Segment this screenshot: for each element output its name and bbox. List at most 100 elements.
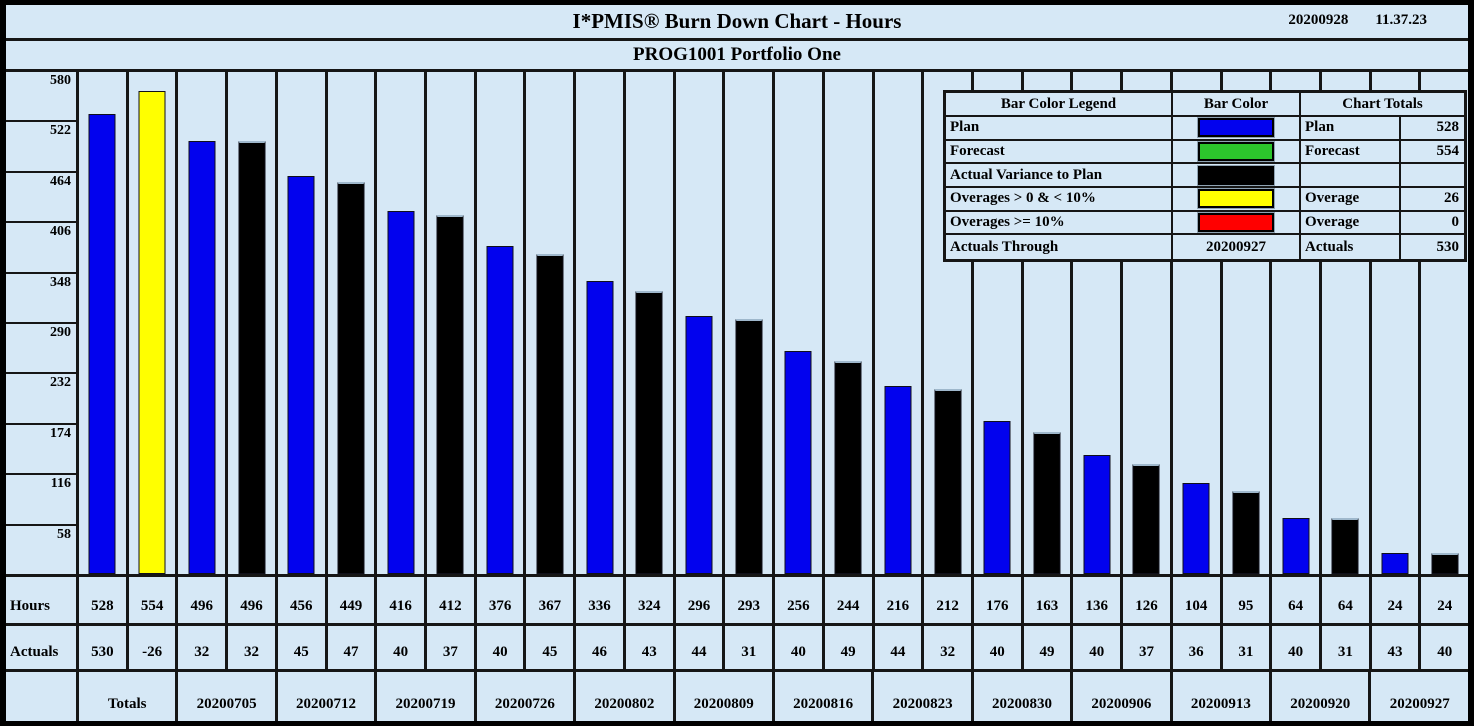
hours-value-cell: 496 bbox=[228, 577, 278, 623]
bar-plan bbox=[983, 421, 1011, 574]
y-axis-tick-label: 58 bbox=[57, 526, 71, 542]
y-axis-gridline-cell: 580 bbox=[6, 72, 76, 123]
bar-plan bbox=[1381, 553, 1409, 574]
legend-actuals-through-date: 20200927 bbox=[1173, 235, 1301, 259]
hours-value-cell: 528 bbox=[79, 577, 129, 623]
legend-swatch-cell bbox=[1173, 117, 1301, 141]
bar-plan bbox=[88, 114, 116, 574]
actuals-value-cell: 40 bbox=[1437, 644, 1453, 660]
bar-actual-variance bbox=[536, 254, 564, 574]
bar-actual-variance bbox=[735, 319, 763, 574]
legend-swatch bbox=[1198, 141, 1274, 161]
actuals-row-header: Actuals bbox=[6, 626, 79, 669]
y-axis-tick-label: 174 bbox=[50, 425, 71, 441]
table-row: Hours 528 554 496 496 456 449 416 412 376 367 336 32… bbox=[6, 577, 1468, 626]
plot-column bbox=[1024, 72, 1074, 574]
bar-plan bbox=[1282, 518, 1310, 574]
bar-actual-variance bbox=[934, 389, 962, 574]
hours-value-cell: 104 bbox=[1173, 577, 1223, 623]
hours-value-cell: 24 bbox=[1437, 598, 1453, 614]
page-title: I*PMIS® Burn Down Chart - Hours bbox=[572, 9, 902, 33]
date-group-cell: 20200726 bbox=[477, 672, 577, 721]
legend-swatch-cell bbox=[1173, 211, 1301, 236]
plot-column bbox=[1073, 72, 1124, 574]
actuals-value-cell: 31 bbox=[1223, 626, 1273, 669]
plot-column bbox=[576, 72, 626, 574]
actuals-value-cell: 31 bbox=[725, 626, 776, 669]
y-axis: 580 522 464 406 348 290 232 174 116 58 bbox=[6, 72, 79, 574]
portfolio-subtitle: PROG1001 Portfolio One bbox=[633, 44, 841, 65]
plot-column bbox=[79, 72, 129, 574]
bar-actual-variance bbox=[238, 141, 266, 574]
plot-column bbox=[676, 72, 726, 574]
bar-actual-variance bbox=[1033, 432, 1061, 574]
y-axis-gridline-cell: 464 bbox=[6, 173, 76, 224]
legend-total-value bbox=[1401, 164, 1464, 188]
date-group-cell: 20200719 bbox=[377, 672, 477, 721]
plot-column bbox=[477, 72, 527, 574]
legend-label-cell: Plan bbox=[946, 117, 1173, 141]
hours-value-cell: 416 bbox=[377, 577, 428, 623]
actuals-value-cell: 32 bbox=[178, 626, 229, 669]
y-axis-tick-label: 348 bbox=[50, 274, 71, 290]
bar-plan bbox=[784, 351, 812, 574]
y-axis-tick-label: 522 bbox=[50, 123, 71, 139]
plot-column bbox=[228, 72, 278, 574]
y-axis-gridline-cell: 522 bbox=[6, 122, 76, 173]
hours-value-cell: 163 bbox=[1024, 577, 1074, 623]
date-group-cell: Totals bbox=[79, 672, 179, 721]
plot-column bbox=[377, 72, 428, 574]
plot-column bbox=[974, 72, 1024, 574]
bar-plan bbox=[1182, 483, 1210, 574]
hours-value-cell: 449 bbox=[328, 577, 378, 623]
actuals-value-cell: 40 bbox=[1272, 626, 1322, 669]
actuals-value-cell: 40 bbox=[1073, 626, 1124, 669]
legend-table: Bar Color Legend Bar Color Chart Totals … bbox=[943, 90, 1467, 262]
legend-total-value: 0 bbox=[1401, 212, 1464, 236]
hours-value-cell: 64 bbox=[1322, 577, 1372, 623]
legend-total-label: Actuals bbox=[1301, 235, 1401, 259]
data-table: Hours 528 554 496 496 456 449 416 412 376 367 336 32… bbox=[6, 574, 1468, 721]
actuals-value-cell: 40 bbox=[377, 626, 428, 669]
report-timestamp: 20200928 11.37.23 bbox=[1288, 5, 1427, 35]
date-group-cell: 20200906 bbox=[1073, 672, 1173, 721]
bar-actual-variance bbox=[337, 182, 365, 574]
hours-value-cell: 212 bbox=[924, 577, 974, 623]
plot-column bbox=[526, 72, 577, 574]
actuals-value-cell: 49 bbox=[1024, 626, 1074, 669]
plot-column bbox=[825, 72, 875, 574]
actuals-value-cell: 45 bbox=[526, 626, 577, 669]
date-group-cell: 20200823 bbox=[874, 672, 974, 721]
actuals-value-cell: 32 bbox=[924, 626, 974, 669]
legend-total-value: 554 bbox=[1401, 141, 1464, 165]
plot-column bbox=[626, 72, 676, 574]
plot-column bbox=[875, 72, 925, 574]
bar-plan bbox=[287, 176, 315, 574]
hours-row-header: Hours bbox=[6, 577, 79, 623]
bar-actual-variance bbox=[834, 361, 862, 574]
legend-total-label bbox=[1301, 164, 1401, 188]
legend-header-chart-totals: Chart Totals bbox=[1301, 93, 1464, 117]
plot-column bbox=[1123, 72, 1173, 574]
bar-plan bbox=[486, 246, 514, 574]
bar-actual-variance bbox=[436, 215, 464, 574]
legend-label-cell: Overages >= 10% bbox=[946, 211, 1173, 236]
date-group-cell: 20200816 bbox=[775, 672, 875, 721]
table-row: Actuals 530 -26 32 32 45 47 40 37 40 45 46 43 44 31 40 4… bbox=[6, 626, 1468, 672]
bar-actual-variance bbox=[635, 291, 663, 574]
plot-column bbox=[1272, 72, 1322, 574]
table-row: Totals 20200705 20200712 20200719 20200726 20… bbox=[6, 672, 1468, 721]
hours-value-cell: 95 bbox=[1223, 577, 1273, 623]
legend-total-label: Forecast bbox=[1301, 140, 1401, 165]
plot-column bbox=[178, 72, 229, 574]
empty-row-header bbox=[6, 672, 79, 721]
actuals-value-cell: 37 bbox=[1123, 626, 1173, 669]
y-axis-tick-label: 116 bbox=[50, 476, 71, 492]
hours-value-cell: 293 bbox=[725, 577, 776, 623]
actuals-value-cell: 31 bbox=[1322, 626, 1372, 669]
actuals-value-cell: 40 bbox=[477, 626, 527, 669]
y-axis-gridline-cell: 58 bbox=[6, 526, 76, 574]
hours-value-cell: 324 bbox=[626, 577, 676, 623]
legend-swatch bbox=[1198, 165, 1274, 185]
